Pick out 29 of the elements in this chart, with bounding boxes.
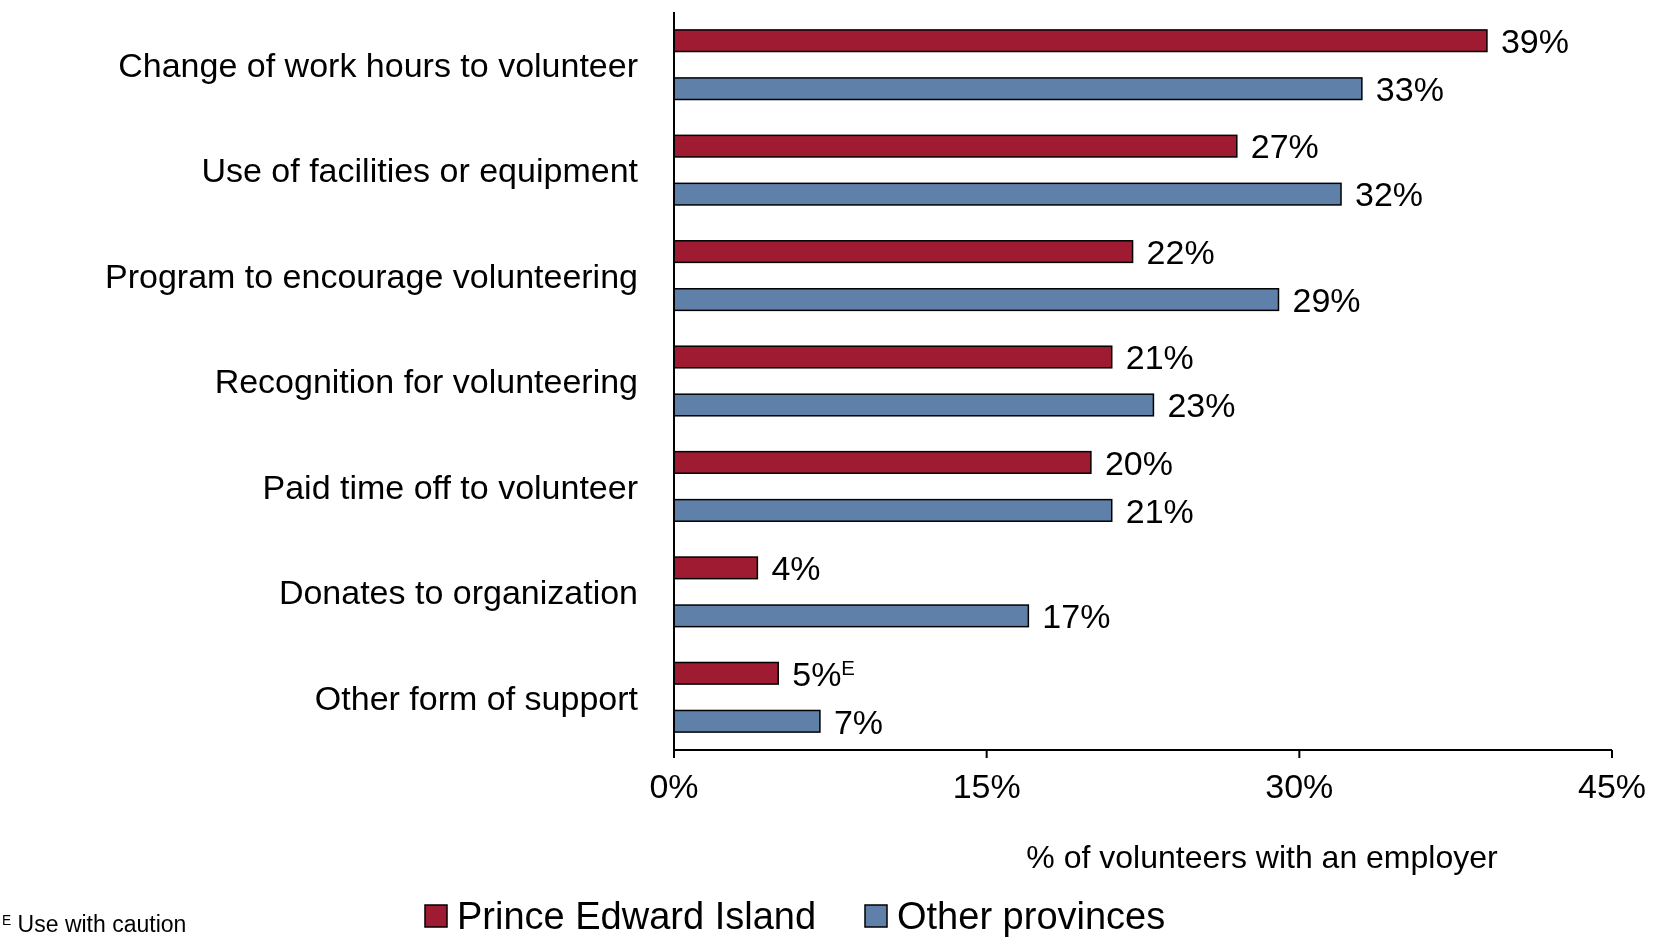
text: $^{E}$ Use with caution xyxy=(2,911,187,937)
y-tick-label: Donates to organization xyxy=(278,573,638,612)
y-tick-label: Paid time off to volunteer xyxy=(262,467,638,506)
x-tick-label: 30% xyxy=(1265,767,1334,805)
data-label: 39% xyxy=(1500,21,1569,60)
y-tick-label: Program to encourage volunteering xyxy=(105,256,638,295)
y-tick-label: Change of work hours to volunteer xyxy=(118,45,638,84)
x-tick-label: 15% xyxy=(952,767,1021,805)
data-label: 20% xyxy=(1104,443,1173,482)
x-tick-label: 0% xyxy=(649,767,699,805)
data-label: 17% xyxy=(1042,597,1111,636)
legend-label: Other provinces xyxy=(897,895,1166,937)
data-label: 21% xyxy=(1125,338,1194,377)
y-tick-label: Other form of support xyxy=(314,678,639,717)
data-label: 32% xyxy=(1355,175,1424,214)
data-label: 4% xyxy=(771,549,821,588)
data-label: 23% xyxy=(1167,386,1236,425)
y-tick-label: Use of facilities or equipment xyxy=(201,151,639,190)
data-label: 33% xyxy=(1375,69,1444,108)
data-label: 22% xyxy=(1146,232,1215,271)
data-label: 5%$^{E}$ xyxy=(792,654,855,693)
data-label: 7% xyxy=(833,702,884,741)
legend-label: Prince Edward Island xyxy=(457,895,817,937)
data-label: 27% xyxy=(1250,127,1319,166)
x-tick-label: 45% xyxy=(1577,767,1647,805)
x-axis-title: % of volunteers with an employer xyxy=(1026,839,1499,875)
data-label: 21% xyxy=(1125,491,1194,530)
y-tick-label: Recognition for volunteering xyxy=(214,362,638,401)
data-label: 29% xyxy=(1292,280,1361,319)
